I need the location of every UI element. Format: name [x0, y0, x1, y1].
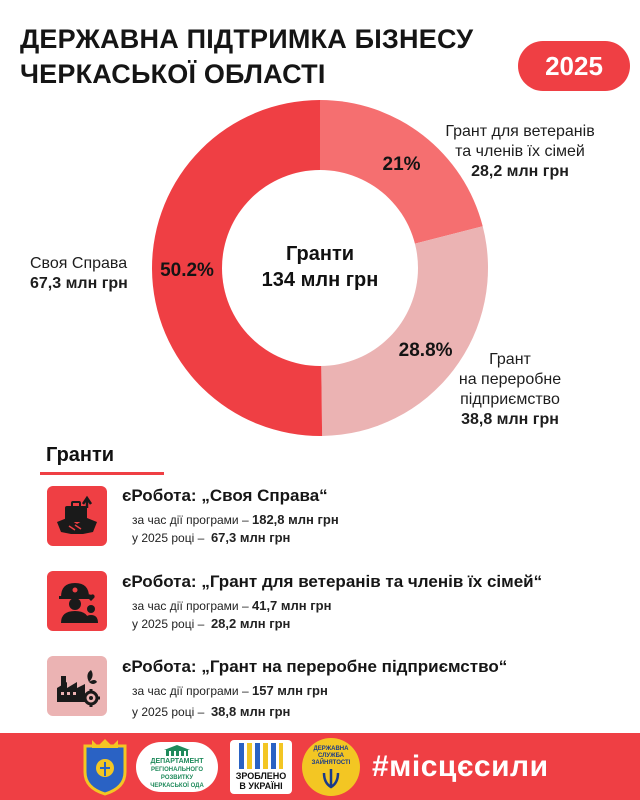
made-line-1: ЗРОБЛЕНО	[235, 771, 287, 781]
legend-veterans-grant: Грант для ветеранів та членів їх сімей 2…	[420, 122, 620, 182]
card-period-line: за час дії програми – 182,8 млн грн	[132, 512, 339, 527]
card-year-line: у 2025 році – 38,8 млн грн	[132, 704, 290, 719]
center-value: 134 млн грн	[261, 269, 379, 291]
employment-service-logo: ДЕРЖАВНА СЛУЖБА ЗАЙНЯТОСТІ	[302, 738, 360, 796]
hashtag: #місцєсили	[372, 750, 549, 783]
percent-labels: 21% 28.8% 50.2%	[160, 154, 453, 361]
building-icon	[164, 745, 190, 756]
grants-heading-underline	[40, 472, 164, 475]
title-line-2: ЧЕРКАСЬКОЇ ОБЛАСТІ	[20, 59, 326, 89]
card-period-line: за час дії програми – 41,7 млн грн	[132, 598, 331, 613]
year-badge: 2025	[518, 41, 630, 91]
legend-own-business: Своя Справа 67,3 млн грн	[30, 254, 160, 294]
made-in-ukraine-stripes-icon	[239, 743, 283, 769]
year-label: у 2025 році –	[132, 705, 205, 719]
donut-chart: 21% 28.8% 50.2%	[151, 100, 489, 436]
business-handshake-icon	[47, 486, 107, 546]
slice-percent-label: 50.2%	[160, 260, 214, 281]
year-label: у 2025 році –	[132, 617, 205, 631]
period-value: 182,8 млн грн	[251, 512, 339, 527]
year-value: 38,8 млн грн	[210, 704, 291, 719]
legend-name-line: на переробне	[458, 371, 562, 388]
dept-line-3: ЧЕРКАСЬКОЇ ОДА	[150, 783, 204, 789]
legend-name-line: Своя Справа	[30, 255, 128, 272]
factory-gear-icon	[47, 656, 107, 716]
employment-service-name: ДЕРЖАВНА СЛУЖБА ЗАЙНЯТОСТІ	[311, 745, 351, 766]
grants-heading: Гранти	[46, 444, 115, 466]
center-title: Гранти	[285, 243, 355, 265]
title-line-1: ДЕРЖАВНА ПІДТРИМКА БІЗНЕСУ	[20, 24, 474, 54]
card-title: єРобота: „Грант на переробне підприємств…	[122, 657, 508, 676]
period-value: 41,7 млн грн	[251, 598, 332, 613]
made-line-2: В УКРАЇНІ	[239, 781, 283, 791]
donut-hole	[222, 170, 418, 366]
period-value: 157 млн грн	[251, 683, 328, 698]
period-label: за час дії програми –	[132, 513, 249, 527]
legend-name-line: підприємство	[460, 391, 560, 408]
card-year-line: у 2025 році – 67,3 млн грн	[132, 530, 290, 545]
legend-amount: 38,8 млн грн	[461, 411, 559, 428]
made-in-ukraine-logo: ЗРОБЛЕНО В УКРАЇНІ	[230, 740, 292, 794]
slice-percent-label: 21%	[383, 154, 421, 175]
slice-percent-label: 28.8%	[399, 340, 453, 361]
legend-amount: 67,3 млн грн	[30, 275, 128, 292]
dept-line-2: РЕГІОНАЛЬНОГО РОЗВИТКУ	[151, 767, 203, 781]
legend-amount: 28,2 млн грн	[471, 163, 569, 180]
legend-name-line: Грант	[489, 351, 531, 368]
department-logo: ДЕПАРТАМЕНТ РЕГІОНАЛЬНОГО РОЗВИТКУ ЧЕРКА…	[136, 742, 218, 792]
legend-processing-grant: Грант на переробне підприємство 38,8 млн…	[420, 350, 600, 430]
period-label: за час дії програми –	[132, 684, 249, 698]
card-title: єРобота: „Своя Справа“	[122, 486, 328, 505]
legend-name-line: Грант для ветеранів	[445, 123, 595, 140]
year-label: у 2025 році –	[132, 531, 205, 545]
card-title: єРобота: „Грант для ветеранів та членів …	[122, 572, 543, 591]
period-label: за час дії програми –	[132, 599, 249, 613]
donut-center-label: Гранти 134 млн грн	[230, 241, 410, 293]
year-value: 28,2 млн грн	[210, 616, 291, 631]
veteran-family-icon	[47, 571, 107, 631]
region-coat-of-arms-icon	[80, 738, 130, 796]
employment-service-emblem-icon	[322, 768, 340, 788]
page-title: ДЕРЖАВНА ПІДТРИМКА БІЗНЕСУ ЧЕРКАСЬКОЇ ОБ…	[20, 22, 473, 92]
year-value: 67,3 млн грн	[210, 530, 291, 545]
dept-line-1: ДЕПАРТАМЕНТ	[150, 758, 204, 765]
card-year-line: у 2025 році – 28,2 млн грн	[132, 616, 290, 631]
card-period-line: за час дії програми – 157 млн грн	[132, 683, 328, 698]
legend-name-line: та членів їх сімей	[455, 143, 585, 160]
